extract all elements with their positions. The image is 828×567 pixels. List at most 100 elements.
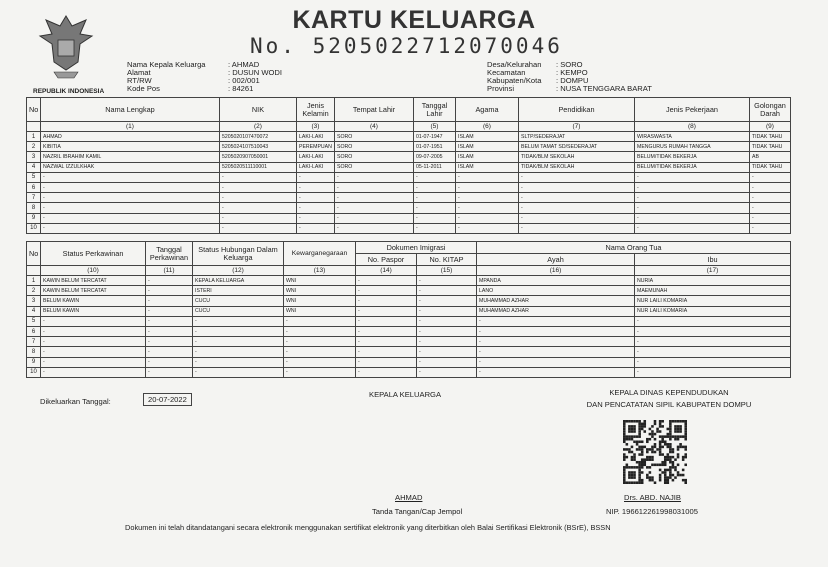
info-label: RT/RW [127, 76, 152, 85]
qr-module [684, 437, 687, 441]
qr-module [676, 473, 680, 477]
qr-module [633, 435, 636, 438]
qr-module [669, 420, 672, 423]
header-cell: No [26, 241, 41, 266]
qr-module [676, 463, 680, 467]
qr-module [663, 476, 667, 479]
info-value: : 002/001 [228, 76, 260, 85]
qr-module [633, 440, 636, 444]
qr-module [623, 455, 626, 459]
qr-module [669, 430, 672, 433]
table-cell: TIDAK TAHU [749, 161, 791, 173]
table-cell: CUCU [192, 295, 284, 307]
table-cell: - [634, 181, 750, 194]
qr-module [671, 448, 675, 451]
table-cell: NUR LAILI KOMARIA [633, 295, 792, 307]
index-cell: (11) [145, 265, 193, 276]
table-cell: - [40, 366, 146, 378]
qr-module [630, 455, 634, 459]
table-cell: - [145, 295, 193, 307]
table-cell: - [749, 222, 791, 234]
table-cell: - [145, 274, 193, 287]
table-cell: BELUM/TIDAK BEKERJA [634, 151, 750, 163]
qr-module [656, 448, 659, 451]
table-cell: NAZRIL IBRAHIM KAMIL [40, 151, 220, 163]
qr-module [625, 435, 629, 438]
qr-module [625, 455, 629, 459]
table-cell: SORO [334, 141, 414, 153]
qr-module [663, 481, 667, 484]
qr-module [679, 435, 682, 438]
qr-module [625, 466, 629, 469]
qr-module [633, 466, 636, 469]
qr-module [676, 420, 680, 423]
qr-module [671, 450, 675, 454]
emblem-caption: REPUBLIK INDONESIA [33, 88, 105, 95]
table-cell: NURIA [633, 274, 792, 287]
head-name: AHMAD [395, 493, 423, 502]
table-cell: - [749, 171, 791, 183]
qr-module [684, 435, 687, 438]
qr-module [676, 455, 680, 459]
qr-module [648, 437, 652, 441]
qr-module [630, 466, 634, 469]
table-cell: - [633, 315, 792, 327]
table-cell: 10 [26, 366, 41, 378]
info-label: Alamat [127, 68, 151, 77]
table-cell: - [416, 366, 477, 378]
issued-date: 20-07-2022 [143, 393, 192, 406]
header-cell: Kewarganegaraan [283, 241, 356, 266]
qr-module [643, 463, 647, 467]
qr-module [623, 448, 626, 451]
table-cell: - [296, 171, 335, 183]
table-cell: 2 [26, 141, 41, 153]
table-cell: - [634, 202, 750, 214]
table-cell: - [476, 325, 635, 338]
qr-module [666, 445, 670, 449]
qr-module [676, 425, 680, 428]
index-cell: (10) [40, 265, 146, 276]
index-cell: (1) [40, 121, 220, 132]
table-cell: - [518, 181, 635, 194]
index-cell: (5) [413, 121, 456, 132]
qr-module [623, 453, 626, 456]
table-cell: BELUM KAWIN [40, 305, 146, 317]
qr-module [628, 450, 631, 454]
qr-module [679, 427, 682, 431]
qr-module [681, 435, 685, 438]
qr-module [663, 440, 667, 444]
qr-module [661, 471, 664, 474]
table-cell: - [455, 202, 519, 214]
table-cell: 05-11-2011 [413, 161, 456, 173]
qr-module [635, 448, 639, 451]
qr-module [638, 422, 641, 426]
table-cell: - [633, 356, 792, 368]
qr-module [676, 430, 680, 433]
qr-module [638, 463, 641, 467]
table-cell: - [145, 336, 193, 348]
qr-module [638, 478, 641, 482]
table-cell: 5 [26, 315, 41, 327]
qr-module [646, 455, 649, 459]
table-row: 2 KIBITIA 5205024107510043 PEREMPUAN SORO 01-… [26, 141, 791, 153]
qr-module [628, 448, 631, 451]
table-cell: - [334, 171, 414, 183]
qr-module [625, 448, 629, 451]
table-cell: BELUM/TIDAK BEKERJA [634, 161, 750, 173]
qr-module [679, 473, 682, 477]
qr-module [628, 420, 631, 423]
table-cell: - [296, 181, 335, 194]
table-cell: - [283, 356, 356, 368]
qr-module [666, 455, 670, 459]
table-cell: - [749, 202, 791, 214]
table-cell: - [219, 181, 297, 194]
head-signature-label: Tanda Tangan/Cap Jempol [372, 507, 463, 516]
qr-module [658, 450, 662, 454]
table-cell: WIRASWASTA [634, 130, 750, 143]
qr-module [625, 443, 629, 446]
header-cell: Jenis Kelamin [296, 97, 335, 122]
office-line: KEPALA DINAS KEPENDUDUKAN [609, 388, 729, 397]
table-cell: 6 [26, 181, 41, 194]
qr-module [681, 445, 685, 449]
table-cell: - [455, 181, 519, 194]
